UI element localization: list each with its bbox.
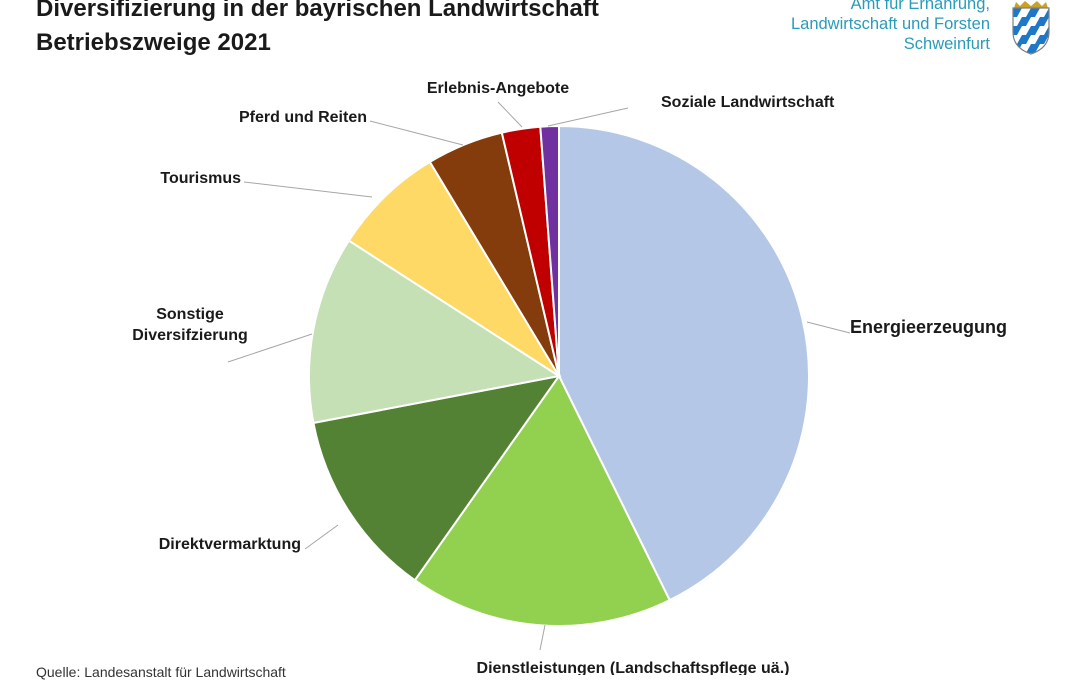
slice-label-5: Tourismus (160, 170, 241, 187)
pie-slice-3 (312, 374, 562, 582)
slice-label-1: Energieerzeugung (850, 317, 1007, 337)
slice-label-2: Dienstleistungen (Landschaftspflege uä.) (477, 660, 790, 675)
leader-line-5 (243, 181, 373, 198)
leader-line-1 (806, 321, 851, 334)
pie-slice-8 (539, 124, 560, 377)
agency-line-3: Schweinfurt (903, 35, 990, 53)
pie-slice-1 (558, 124, 810, 602)
agency-name: Amt für Ernährung, Landwirtschaft und Fo… (791, 0, 990, 54)
leader-line-7 (497, 101, 523, 128)
leader-line-2 (539, 624, 546, 651)
slice-label-7: Erlebnis-Angebote (427, 80, 569, 97)
slice-label-6: Pferd und Reiten (239, 109, 367, 126)
agency-line-2: Landwirtschaft und Forsten (790, 15, 990, 33)
slice-label-8: Soziale Landwirtschaft (661, 94, 835, 111)
agency-line-1: Amt für Ernährung, (850, 0, 990, 13)
title-line-1: Diversifizierung in der bayrischen Landw… (36, 0, 599, 22)
pie-slice-4 (308, 239, 562, 425)
chart-title: Diversifizierung in der bayrischen Landw… (36, 0, 599, 60)
pie-slice-5 (347, 160, 560, 377)
leader-line-6 (369, 120, 464, 146)
source-note: Quelle: Landesanstalt für Landwirtschaft (36, 664, 286, 680)
leader-line-8 (547, 107, 629, 127)
title-line-2: Betriebszweige 2021 (36, 29, 271, 56)
pie-slice-2 (413, 374, 672, 627)
leader-line-4 (227, 333, 313, 363)
bavaria-crest-icon (1012, 1, 1050, 55)
slice-label-3: Direktvermarktung (159, 536, 301, 553)
leader-line-3 (304, 524, 339, 550)
slice-label-4: Sonstige Diversifzierung (132, 306, 248, 344)
